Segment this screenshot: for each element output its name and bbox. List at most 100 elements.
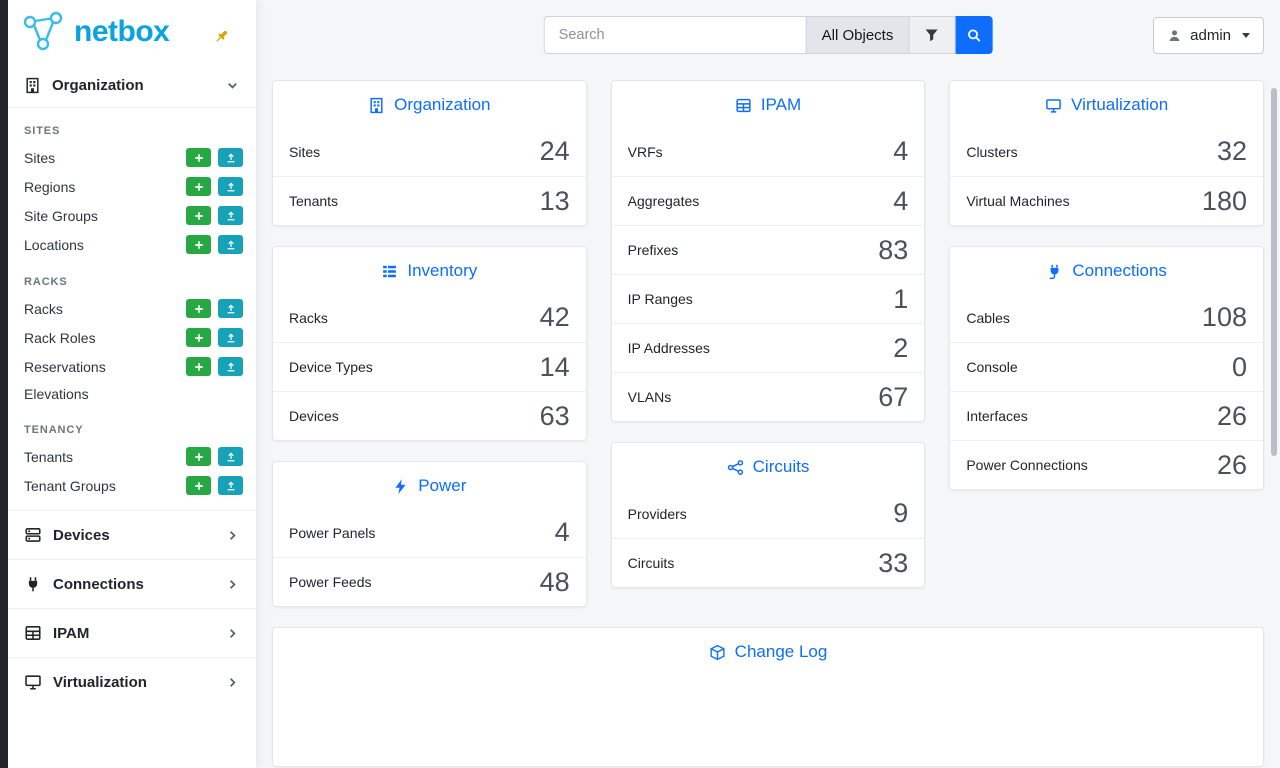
stat-value[interactable]: 2	[893, 332, 909, 363]
stat-label[interactable]: IP Ranges	[627, 291, 693, 307]
add-button[interactable]	[186, 447, 211, 466]
stat-value[interactable]: 26	[1216, 449, 1247, 480]
stat-value[interactable]: 4	[554, 517, 570, 547]
stat-value[interactable]: 24	[539, 136, 570, 166]
stat-label[interactable]: Power Panels	[289, 524, 376, 541]
sidebar-item-rack-roles[interactable]: Rack Roles	[8, 323, 256, 352]
stat-value[interactable]: 33	[878, 547, 909, 578]
sidebar-item-racks[interactable]: Racks	[8, 294, 256, 323]
sidebar-section-organization[interactable]: Organization	[8, 64, 256, 108]
card-title[interactable]: Power	[418, 476, 467, 495]
stat-label[interactable]: IP Addresses	[627, 340, 710, 356]
import-button[interactable]	[218, 447, 243, 466]
stat-label[interactable]: Prefixes	[627, 242, 679, 258]
add-button[interactable]	[186, 357, 211, 376]
stat-label[interactable]: Device Types	[289, 359, 373, 375]
sidebar-item-label: Tenant Groups	[24, 477, 116, 494]
sidebar-item-reservations[interactable]: Reservations	[8, 352, 256, 381]
sidebar-item-locations[interactable]: Locations	[8, 230, 256, 259]
sidebar-item-elevations[interactable]: Elevations	[8, 381, 256, 407]
sidebar-item-regions[interactable]: Regions	[8, 172, 256, 201]
add-button[interactable]	[186, 476, 211, 495]
stat-label[interactable]: Virtual Machines	[966, 193, 1070, 209]
stat-label[interactable]: Sites	[289, 143, 321, 160]
stat-value[interactable]: 83	[878, 234, 909, 265]
stat-label[interactable]: Power Feeds	[289, 574, 372, 590]
page-scrollbar[interactable]	[1271, 88, 1277, 456]
import-button[interactable]	[218, 235, 243, 254]
stat-value[interactable]: 14	[539, 351, 570, 382]
sidebar-section-virtualization[interactable]: Virtualization	[8, 657, 256, 706]
card-title[interactable]: Circuits	[752, 457, 810, 476]
stat-value[interactable]: 67	[878, 381, 909, 412]
card-title[interactable]: Inventory	[407, 261, 478, 280]
stat-value[interactable]: 26	[1216, 400, 1247, 431]
stat-value[interactable]: 4	[893, 136, 909, 166]
sidebar-item-tenant-groups[interactable]: Tenant Groups	[8, 471, 256, 500]
add-button[interactable]	[186, 148, 211, 167]
stat-label[interactable]: Power Connections	[966, 457, 1088, 473]
import-button[interactable]	[218, 299, 243, 318]
card-title[interactable]: Organization	[394, 95, 491, 114]
sidebar-item-label: Racks	[24, 300, 63, 317]
stat-value[interactable]: 42	[539, 302, 570, 332]
import-button[interactable]	[218, 476, 243, 495]
search-icon	[967, 28, 981, 42]
add-button[interactable]	[186, 328, 211, 347]
import-button[interactable]	[218, 177, 243, 196]
sidebar-item-tenants[interactable]: Tenants	[8, 442, 256, 471]
stat-label[interactable]: VLANs	[627, 389, 672, 405]
search-input[interactable]	[543, 16, 806, 54]
sidebar-section-ipam[interactable]: IPAM	[8, 608, 256, 657]
stat-value[interactable]: 108	[1201, 302, 1247, 332]
search-submit-button[interactable]	[955, 16, 993, 54]
import-button[interactable]	[218, 206, 243, 225]
add-button[interactable]	[186, 206, 211, 225]
stat-label[interactable]: Circuits	[627, 555, 675, 571]
stat-value[interactable]: 48	[539, 566, 570, 597]
stat-label[interactable]: Providers	[627, 505, 687, 522]
sidebar-section-devices[interactable]: Devices	[8, 510, 256, 559]
import-button[interactable]	[218, 357, 243, 376]
stat-value[interactable]: 4	[893, 185, 909, 216]
stat-label[interactable]: Interfaces	[966, 408, 1028, 424]
stat-value[interactable]: 1	[893, 283, 909, 314]
brand-name[interactable]: netbox	[74, 15, 170, 48]
stat-value[interactable]: 32	[1216, 136, 1247, 166]
user-icon	[1167, 28, 1182, 43]
stat-label[interactable]: Clusters	[966, 143, 1018, 160]
add-button[interactable]	[186, 177, 211, 196]
stat-value[interactable]: 63	[539, 400, 570, 431]
stat-label[interactable]: Cables	[966, 309, 1010, 326]
sidebar-item-site-groups[interactable]: Site Groups	[8, 201, 256, 230]
netbox-logo-icon[interactable]	[16, 9, 72, 55]
stat-label[interactable]: Tenants	[289, 193, 339, 209]
import-button[interactable]	[218, 328, 243, 347]
stat-row: Console 0	[950, 342, 1263, 391]
stat-label[interactable]: Aggregates	[627, 193, 700, 209]
pin-sidebar-icon[interactable]	[213, 28, 230, 45]
add-button[interactable]	[186, 235, 211, 254]
card-title[interactable]: IPAM	[760, 95, 802, 114]
user-menu-button[interactable]: admin	[1153, 17, 1264, 54]
stat-label[interactable]: Devices	[289, 408, 339, 424]
card-title[interactable]: Virtualization	[1071, 95, 1169, 114]
sidebar-section-connections[interactable]: Connections	[8, 559, 256, 608]
stat-value[interactable]: 9	[893, 498, 909, 528]
sidebar-section-label: Devices	[53, 526, 110, 544]
stat-label[interactable]: Console	[966, 359, 1018, 375]
stat-value[interactable]: 180	[1201, 185, 1247, 216]
stat-value[interactable]: 13	[539, 185, 570, 216]
filter-button[interactable]	[909, 16, 956, 54]
object-type-dropdown[interactable]: All Objects	[805, 16, 910, 54]
brand-header: netbox	[8, 0, 256, 64]
item-actions	[186, 476, 243, 495]
card-title[interactable]: Change Log	[734, 642, 828, 661]
import-button[interactable]	[218, 148, 243, 167]
stat-label[interactable]: Racks	[289, 309, 328, 326]
card-title[interactable]: Connections	[1072, 261, 1167, 280]
add-button[interactable]	[186, 299, 211, 318]
stat-label[interactable]: VRFs	[627, 143, 663, 160]
stat-value[interactable]: 0	[1231, 351, 1247, 382]
sidebar-item-sites[interactable]: Sites	[8, 143, 256, 172]
